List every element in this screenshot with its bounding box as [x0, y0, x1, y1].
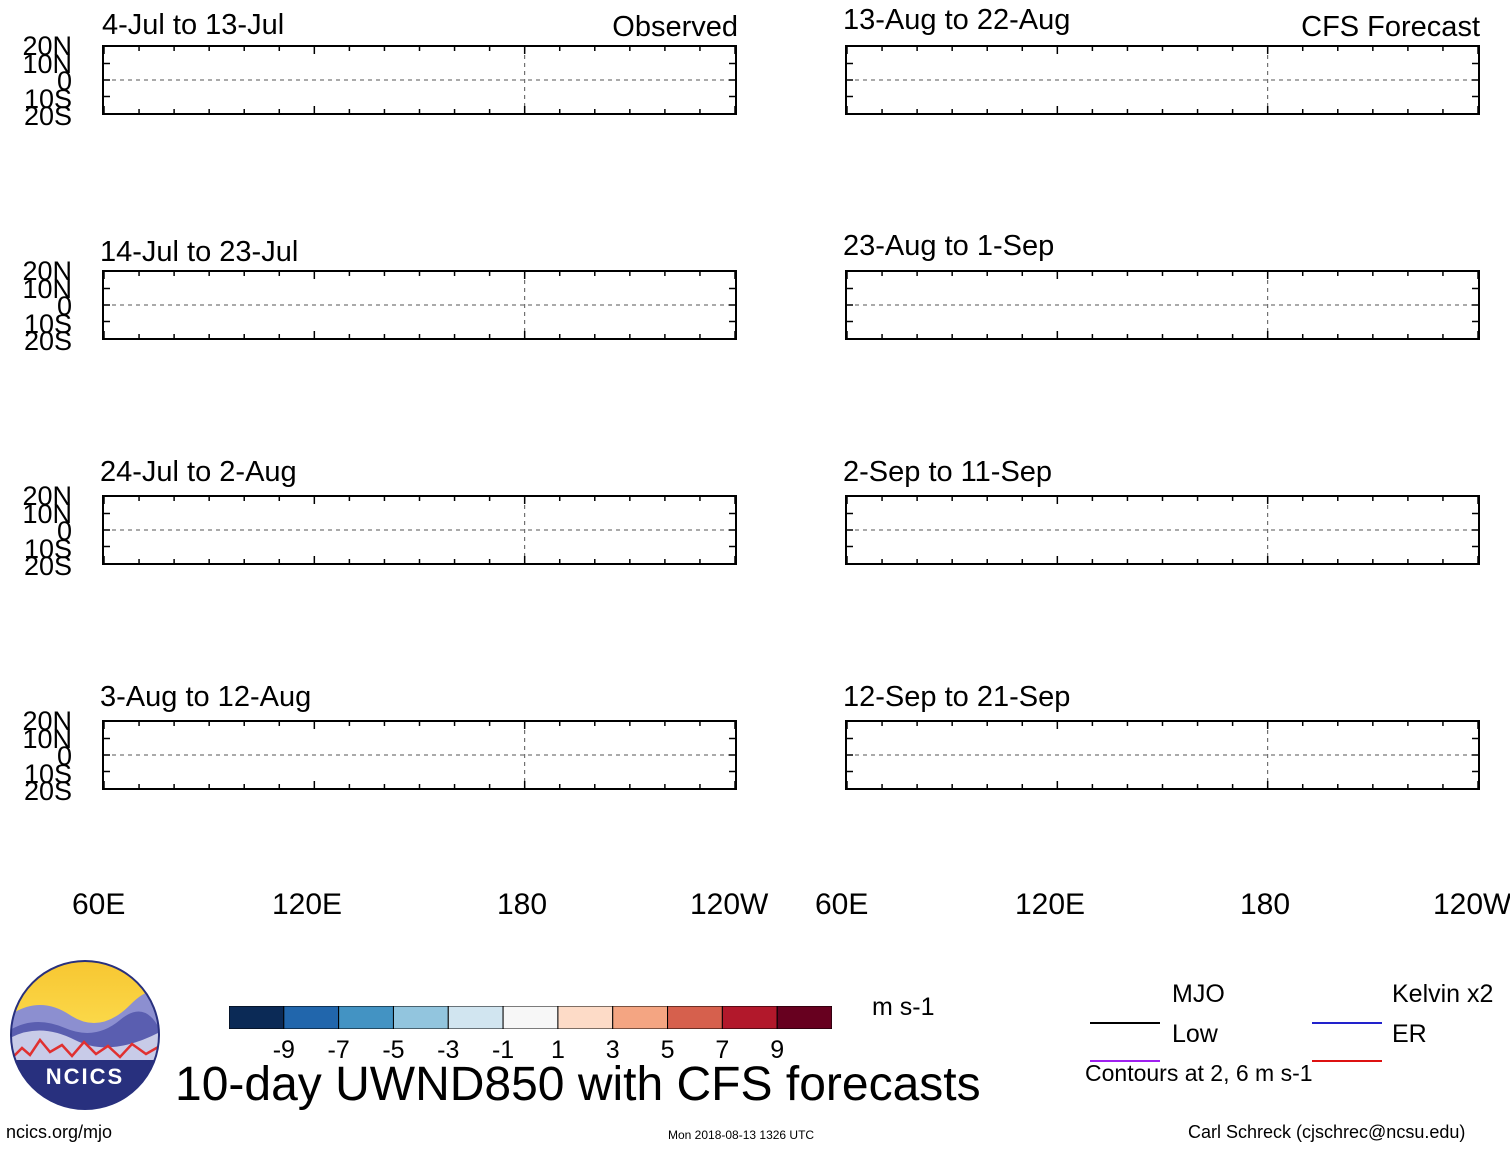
lat-tick-label: 20N	[22, 31, 72, 61]
ncics-logo: NCICS	[10, 960, 160, 1110]
legend-label-mjo: MJO	[1172, 980, 1225, 1008]
panel-grid	[847, 722, 1478, 788]
colorbar-swatch	[447, 1005, 504, 1030]
lon-tick-label: 120W	[1433, 890, 1510, 920]
panel-grid	[104, 722, 735, 788]
panel-title-obs-3: 24-Jul to 2-Aug	[100, 456, 297, 488]
legend-label-low: Low	[1172, 1020, 1218, 1048]
legend-label-er: ER	[1392, 1020, 1427, 1048]
panel-title-obs-1: 4-Jul to 13-Jul	[102, 9, 285, 41]
lon-tick-label: 120E	[272, 888, 343, 921]
lat-tick-label: 20N	[22, 706, 72, 736]
footer-author: Carl Schreck (cjschrec@ncsu.edu)	[1188, 1122, 1466, 1142]
legend-line-kelvin	[1312, 1022, 1382, 1024]
colorbar-tick-label: 1	[550, 1036, 565, 1064]
lon-tick-label: 60E	[815, 888, 869, 921]
map-panel	[845, 45, 1480, 115]
lat-tick-label: 20N	[22, 481, 72, 511]
colorbar-swatch	[228, 1005, 285, 1030]
legend-line-low	[1090, 1060, 1160, 1062]
lat-tick-label: 0	[56, 741, 72, 771]
colorbar-tick-label: -7	[327, 1036, 350, 1064]
colorbar-swatch	[338, 1005, 394, 1030]
contour-note: Contours at 2, 6 m s-1	[1085, 1060, 1313, 1086]
panel-title-obs-4: 3-Aug to 12-Aug	[100, 681, 312, 713]
lat-tick-label: 10S	[23, 533, 72, 564]
footer-timestamp: Mon 2018-08-13 1326 UTC	[668, 1128, 815, 1142]
lat-tick-label: 20S	[23, 551, 72, 581]
colorbar-swatch	[502, 1005, 559, 1030]
legend-line-er	[1312, 1060, 1382, 1062]
main-title: 10-day UWND850 with CFS forecasts	[175, 1058, 981, 1111]
observed-tag: Observed	[612, 11, 738, 43]
colorbar-tick-label: 7	[715, 1036, 730, 1064]
colorbar-tick-label: -1	[491, 1036, 515, 1064]
colorbar-tick-label: -3	[437, 1036, 460, 1064]
forecast-tag: CFS Forecast	[1301, 11, 1480, 43]
colorbar-swatch	[776, 1005, 833, 1030]
colorbar-swatch	[557, 1005, 614, 1030]
map-panel	[102, 720, 737, 790]
lat-tick-label: 20N	[22, 256, 72, 286]
colorbar-swatch	[283, 1005, 340, 1030]
panel-title-fcst-2: 23-Aug to 1-Sep	[843, 230, 1055, 262]
map-panel	[845, 720, 1480, 790]
lon-tick-label: 60E	[72, 888, 126, 921]
lon-tick-label: 180	[497, 888, 548, 921]
colorbar-swatch	[721, 1005, 778, 1030]
panel-title-fcst-1: 13-Aug to 22-Aug	[843, 4, 1071, 36]
panel-grid	[104, 272, 735, 338]
panel-grid	[847, 497, 1478, 563]
panel-title-fcst-4: 12-Sep to 21-Sep	[843, 681, 1071, 713]
lat-tick-label: 10S	[23, 758, 72, 789]
lat-tick-label: 10N	[22, 723, 72, 754]
footer-url[interactable]: ncics.org/mjo	[6, 1122, 113, 1142]
lat-tick-label: 0	[56, 516, 72, 546]
lon-tick-label: 120W	[690, 888, 769, 921]
panel-grid	[847, 47, 1478, 113]
map-panel	[102, 270, 737, 340]
map-panel	[102, 495, 737, 565]
legend-label-kelvin: Kelvin x2	[1392, 980, 1494, 1008]
colorbar-tick-label: 3	[605, 1036, 620, 1064]
colorbar	[228, 1005, 833, 1030]
panel-title-obs-2: 14-Jul to 23-Jul	[100, 236, 299, 268]
map-panel	[102, 45, 737, 115]
lat-tick-label: 0	[56, 66, 72, 96]
lat-tick-label: 10N	[22, 273, 72, 304]
lat-tick-label: 20S	[23, 101, 72, 131]
units-label: m s-1	[872, 993, 935, 1021]
colorbar-swatch	[667, 1005, 723, 1030]
panel-grid	[104, 497, 735, 563]
lon-tick-label: 120E	[1015, 888, 1086, 921]
lon-tick-label: 180	[1240, 888, 1291, 921]
colorbar-tick-label: 5	[660, 1036, 675, 1064]
colorbar-tick-label: 9	[770, 1036, 785, 1064]
colorbar-svg	[228, 1005, 833, 1030]
lat-tick-label: 10S	[23, 308, 72, 339]
map-panel	[845, 495, 1480, 565]
map-panel	[845, 270, 1480, 340]
lat-tick-label: 20S	[23, 776, 72, 806]
colorbar-tick-label: -5	[382, 1036, 405, 1064]
lat-tick-label: 10S	[23, 83, 72, 114]
lat-tick-label: 0	[56, 291, 72, 321]
legend-line-mjo	[1090, 1022, 1160, 1024]
panel-grid	[847, 272, 1478, 338]
logo-text: NCICS	[45, 1064, 125, 1089]
panel-title-fcst-3: 2-Sep to 11-Sep	[843, 456, 1053, 488]
panel-grid	[104, 47, 735, 113]
lat-tick-label: 10N	[22, 498, 72, 529]
colorbar-tick-label: -9	[272, 1036, 295, 1064]
lat-tick-label: 20S	[23, 326, 72, 356]
colorbar-swatch	[392, 1005, 449, 1030]
colorbar-swatch	[612, 1005, 669, 1030]
lat-tick-label: 10N	[22, 48, 72, 79]
